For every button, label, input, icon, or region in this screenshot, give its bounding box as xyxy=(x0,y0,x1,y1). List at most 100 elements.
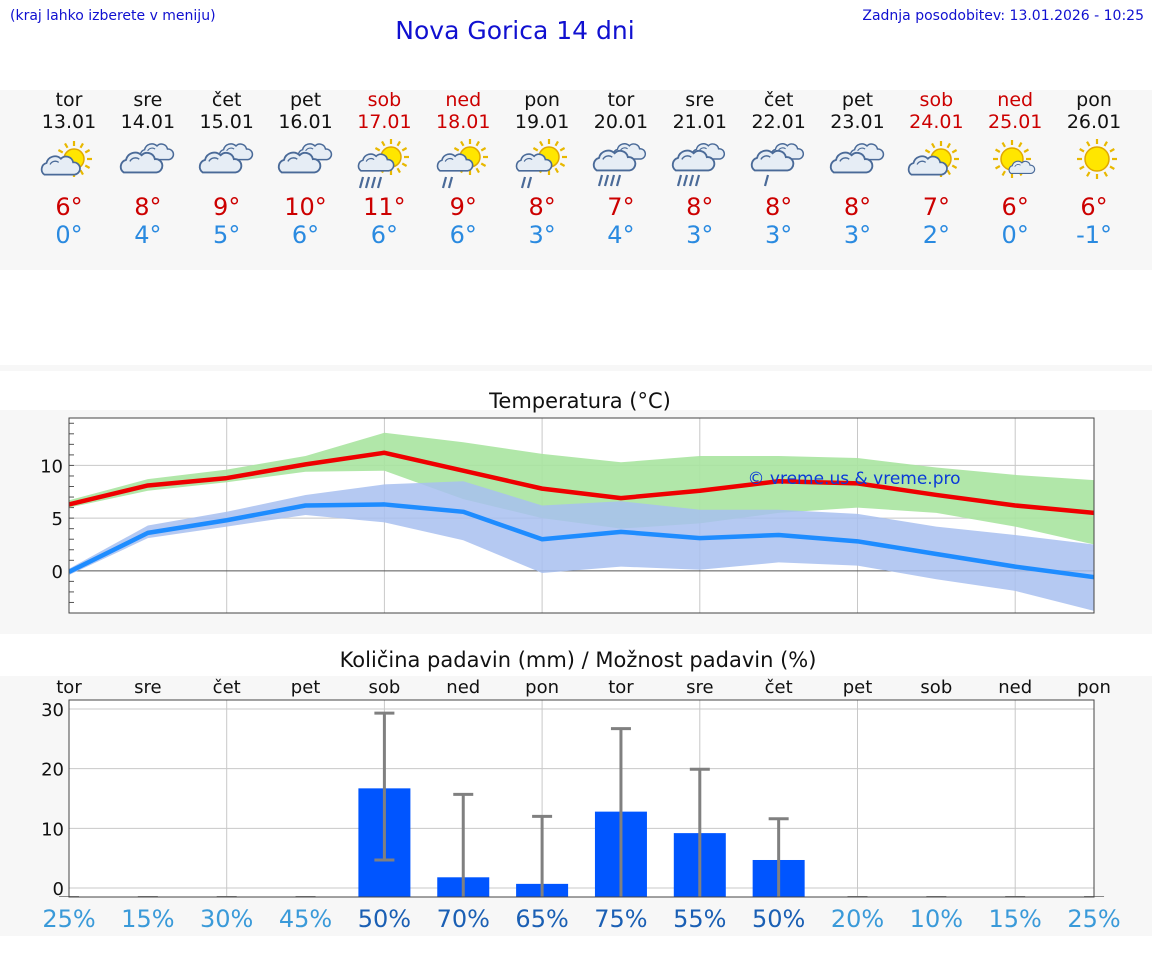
day-date: 15.01 xyxy=(199,111,254,133)
x-category-label: tor xyxy=(56,677,82,698)
day-name: čet xyxy=(763,89,794,111)
min-temp-point xyxy=(382,502,386,506)
cloudy-icon xyxy=(103,137,193,193)
max-temp: 6° xyxy=(1001,193,1029,221)
y-tick-label: 0 xyxy=(53,879,64,900)
min-temp-point xyxy=(934,552,938,556)
precip-probability: 55% xyxy=(673,905,726,933)
day-date: 24.01 xyxy=(909,111,964,133)
max-temp-point xyxy=(304,462,308,466)
sun-small-cloud-icon xyxy=(970,137,1060,193)
day-date: 14.01 xyxy=(120,111,176,133)
day-date: 21.01 xyxy=(672,111,727,133)
x-category-label: čet xyxy=(765,677,793,698)
day-name: pet xyxy=(289,89,322,111)
min-temp-point xyxy=(698,536,702,540)
day-column: pet 23.01 8° 3° xyxy=(813,89,903,249)
min-temp-point xyxy=(461,510,465,514)
max-temp-point xyxy=(619,496,623,500)
max-temp: 10° xyxy=(284,193,327,221)
temperature-series xyxy=(69,432,1094,611)
min-temp: 2° xyxy=(922,221,950,249)
min-temp-point xyxy=(304,503,308,507)
day-name: pon xyxy=(1076,89,1112,111)
cloudy-icon xyxy=(182,137,272,193)
min-temp-point xyxy=(1013,565,1017,569)
min-temp: 3° xyxy=(843,221,872,249)
min-temp: 3° xyxy=(765,221,793,249)
max-temp-point xyxy=(698,489,702,493)
precip-probability: 50% xyxy=(358,905,411,933)
max-temp-point xyxy=(225,476,229,480)
sun-cloud-light-rain-icon xyxy=(418,137,508,193)
day-name: tor xyxy=(55,89,83,111)
x-category-label: pon xyxy=(1077,677,1111,698)
x-category-label: ned xyxy=(446,677,480,698)
precipitation-chart: tor sre čet pet sob ned pon tor sre čet pet sob ned p… xyxy=(41,677,1121,933)
precip-probability: 15% xyxy=(121,905,174,933)
min-temp: 4° xyxy=(134,221,162,249)
min-temp-point xyxy=(619,530,623,534)
day-date: 13.01 xyxy=(41,111,97,133)
day-name: ned xyxy=(997,89,1034,111)
precip-probability: 10% xyxy=(910,905,963,933)
max-temp-point xyxy=(934,493,938,497)
partly-sunny-cloud-icon xyxy=(891,137,981,193)
min-temp: 3° xyxy=(528,221,556,249)
sun-cloud-rain-icon xyxy=(339,137,429,193)
x-category-label: pet xyxy=(291,677,321,698)
x-category-label: sre xyxy=(686,677,713,698)
x-category-label: čet xyxy=(213,677,241,698)
max-temp-point xyxy=(146,483,150,487)
max-temp: 8° xyxy=(686,193,714,221)
day-date: 19.01 xyxy=(514,111,570,133)
max-temp-point xyxy=(1013,503,1017,507)
temperature-chart: 10 5 0 © vreme.us & vreme.pro xyxy=(40,417,1095,614)
max-temp: 7° xyxy=(922,193,950,221)
min-temp-point xyxy=(225,518,229,522)
min-temp: 4° xyxy=(607,221,635,249)
min-temp-line xyxy=(69,502,1094,580)
day-column: ned 25.01 6° 0° xyxy=(970,89,1060,249)
day-column: sob 24.01 7° 2° xyxy=(891,89,981,249)
day-date: 22.01 xyxy=(751,111,806,133)
day-name: tor xyxy=(607,89,635,111)
plot-frame xyxy=(68,699,1095,898)
min-temp: 6° xyxy=(370,221,399,249)
day-date: 17.01 xyxy=(357,111,412,133)
max-temp-point xyxy=(777,479,781,483)
day-column: čet 22.01 8° 3° xyxy=(734,89,824,249)
page-title: Nova Gorica 14 dni xyxy=(395,16,635,45)
min-temp-point xyxy=(146,531,150,535)
precip-probability: 25% xyxy=(1067,905,1120,933)
min-temp: 5° xyxy=(213,221,241,249)
precip-probability: 75% xyxy=(594,905,647,933)
x-category-label: pet xyxy=(843,677,873,698)
x-category-label: sob xyxy=(368,677,400,698)
cloudy-icon xyxy=(813,137,903,193)
day-column: sob 17.01 11° 6° xyxy=(339,89,429,249)
y-tick-label: 10 xyxy=(41,819,64,840)
max-temp: 6° xyxy=(55,193,83,221)
max-temp: 8° xyxy=(528,193,556,221)
y-tick-label: 30 xyxy=(41,700,64,721)
max-temp: 8° xyxy=(134,193,162,221)
y-tick-label: 10 xyxy=(40,456,63,477)
y-tick-label: 0 xyxy=(52,562,63,583)
cloud-light-rain-icon xyxy=(734,137,824,193)
max-temp: 8° xyxy=(843,193,872,221)
min-temp-point xyxy=(540,537,544,541)
sun-icon xyxy=(1049,137,1139,193)
day-column: pet 16.01 10° 6° xyxy=(261,89,351,249)
min-temp-point xyxy=(777,533,781,537)
max-temp: 8° xyxy=(765,193,793,221)
precip-probability: 50% xyxy=(752,905,805,933)
forecast-panel xyxy=(0,90,1152,270)
day-name: ned xyxy=(445,89,482,111)
min-temp: 6° xyxy=(449,221,477,249)
x-category-label: sre xyxy=(134,677,161,698)
precip-probability: 30% xyxy=(200,905,253,933)
precip-probability: 25% xyxy=(42,905,95,933)
divider xyxy=(0,365,1152,371)
x-category-label: tor xyxy=(608,677,634,698)
